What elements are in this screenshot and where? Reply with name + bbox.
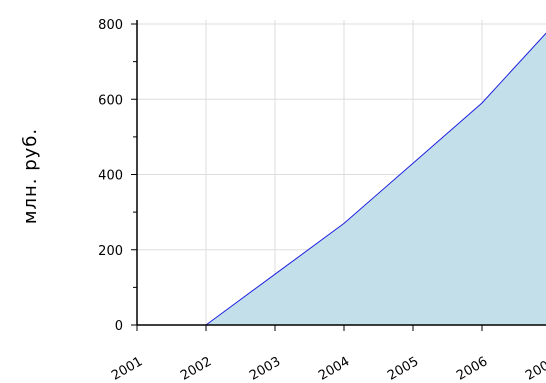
axes — [131, 20, 546, 331]
x-tick-label: 2006 — [454, 354, 490, 383]
x-tick-label: 2002 — [178, 354, 214, 383]
x-tick-label: 2005 — [385, 354, 421, 383]
x-tick-label: 2004 — [316, 354, 352, 383]
y-tick-labels: 0 200 400 600 800 — [98, 18, 123, 334]
y-tick-label: 800 — [98, 18, 123, 33]
y-tick-label: 600 — [98, 93, 123, 108]
x-tick-label: 2001 — [109, 354, 145, 383]
x-tick-labels: 2001 2002 2003 2004 2005 2006 2007 — [109, 354, 546, 383]
y-axis-label: млн. руб. — [20, 128, 41, 224]
x-tick-label: 2003 — [247, 354, 283, 383]
y-tick-label: 200 — [98, 244, 123, 259]
x-tick-label: 2007 — [523, 354, 546, 383]
series-line — [205, 32, 546, 326]
y-tick-label: 400 — [98, 169, 123, 184]
y-tick-label: 0 — [115, 319, 123, 334]
area-fill — [206, 33, 546, 325]
